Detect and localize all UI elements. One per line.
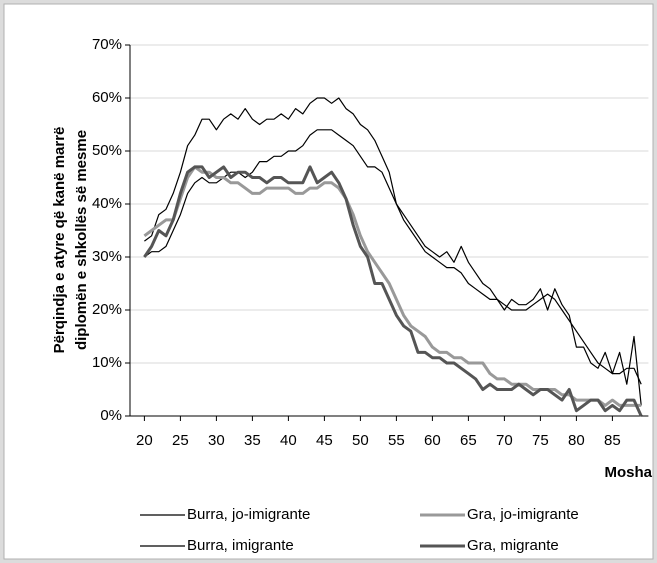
y-tick-label: 50% [92,142,122,159]
legend-label: Gra, jo-imigrante [467,506,579,523]
x-tick-label: 60 [424,432,441,449]
y-tick-label: 40% [92,195,122,212]
x-tick-label: 55 [388,432,405,449]
y-tick-label: 20% [92,301,122,318]
x-axis-title: Mosha [604,464,652,481]
series-line [143,165,642,407]
x-tick-label: 65 [460,432,477,449]
y-axis-title-line: Përqindja e atyre që kanë marrë [51,127,68,354]
legend-label: Burra, jo-imigrante [187,506,310,523]
x-tick-label: 35 [244,432,261,449]
x-tick-label: 30 [208,432,225,449]
series-line [144,97,642,406]
y-tick-label: 0% [100,407,122,424]
x-tick-label: 70 [496,432,513,449]
x-tick-label: 75 [532,432,549,449]
y-tick-label: 10% [92,354,122,371]
y-tick-label: 60% [92,89,122,106]
y-axis-title: Përqindja e atyre që kanë marrë diplomën… [51,127,90,354]
y-tick-label: 30% [92,248,122,265]
x-tick-label: 45 [316,432,333,449]
x-tick-label: 20 [136,432,153,449]
series-line [143,165,643,417]
y-tick-label: 70% [92,36,122,53]
x-tick-label: 85 [604,432,621,449]
x-tick-label: 50 [352,432,369,449]
x-tick-label: 25 [172,432,189,449]
legend-label: Burra, imigrante [187,537,294,554]
y-axis-title-line: diplomën e shkollës së mesme [73,130,90,350]
x-tick-label: 40 [280,432,297,449]
x-tick-label: 80 [568,432,585,449]
panel [3,3,654,560]
legend-label: Gra, migrante [467,537,559,554]
